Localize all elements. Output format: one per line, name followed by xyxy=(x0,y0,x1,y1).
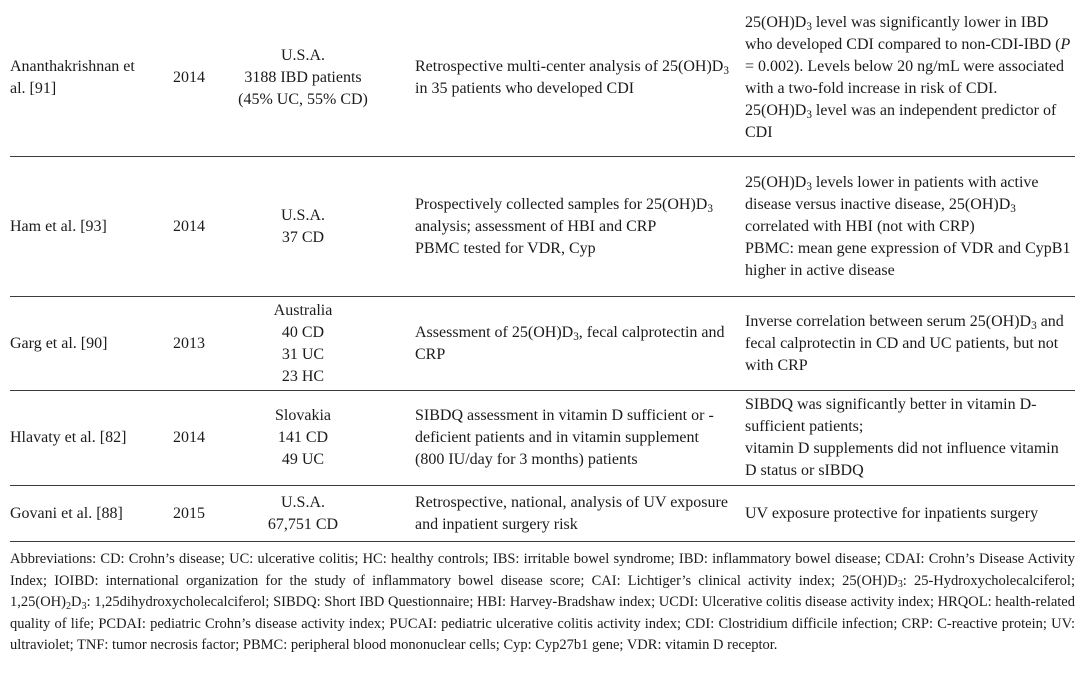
population-cell: Australia 40 CD 31 UC 23 HC xyxy=(273,301,333,385)
table-row: Govani et al. [88] 2015 U.S.A. 67,751 CD … xyxy=(10,486,1075,542)
findings-cell: Inverse correlation between serum 25(OH)… xyxy=(745,312,1064,374)
population-cell: U.S.A. 37 CD xyxy=(280,206,325,246)
description-cell: SIBDQ assessment in vitamin D sufficient… xyxy=(415,407,714,468)
study-cell: Ananthakrishnan et al. [91] xyxy=(10,58,135,97)
findings-cell: SIBDQ was significantly better in vitami… xyxy=(745,396,1059,479)
population-cell: U.S.A. 67,751 CD xyxy=(267,493,339,533)
year-cell: 2013 xyxy=(173,334,205,352)
findings-cell: 25(OH)D3 level was significantly lower i… xyxy=(745,14,1071,141)
description-cell: Retrospective multi-center analysis of 2… xyxy=(415,58,729,97)
study-cell: Garg et al. [90] xyxy=(10,334,108,352)
table-row: Hlavaty et al. [82] 2014 Slovakia 141 CD 4… xyxy=(10,391,1075,486)
population-cell: Slovakia 141 CD 49 UC xyxy=(275,407,331,468)
abbreviations-footnote: Abbreviations: CD: Crohn’s disease; UC: … xyxy=(10,551,1075,653)
description-cell: Assessment of 25(OH)D3, fecal calprotect… xyxy=(415,323,725,363)
studies-table: Ananthakrishnan et al. [91] 2014 U.S.A. 3… xyxy=(10,0,1075,542)
population-cell: U.S.A. 3188 IBD patients (45% UC, 55% CD) xyxy=(238,47,368,108)
study-cell: Govani et al. [88] xyxy=(10,504,123,522)
year-cell: 2015 xyxy=(173,504,205,522)
findings-cell: 25(OH)D3 levels lower in patients with a… xyxy=(745,173,1071,279)
year-cell: 2014 xyxy=(173,69,205,86)
table-row: Ananthakrishnan et al. [91] 2014 U.S.A. 3… xyxy=(10,0,1075,157)
description-cell: Retrospective, national, analysis of UV … xyxy=(415,493,728,533)
table-row: Garg et al. [90] 2013 Australia 40 CD 31 U… xyxy=(10,297,1075,391)
description-cell: Prospectively collected samples for 25(O… xyxy=(415,195,713,257)
study-cell: Hlavaty et al. [82] xyxy=(10,429,127,446)
findings-cell: UV exposure protective for inpatients su… xyxy=(745,504,1039,522)
study-cell: Ham et al. [93] xyxy=(10,217,107,235)
table-row: Ham et al. [93] 2014 U.S.A. 37 CD Prospec… xyxy=(10,157,1075,297)
year-cell: 2014 xyxy=(173,429,205,446)
year-cell: 2014 xyxy=(173,217,205,235)
